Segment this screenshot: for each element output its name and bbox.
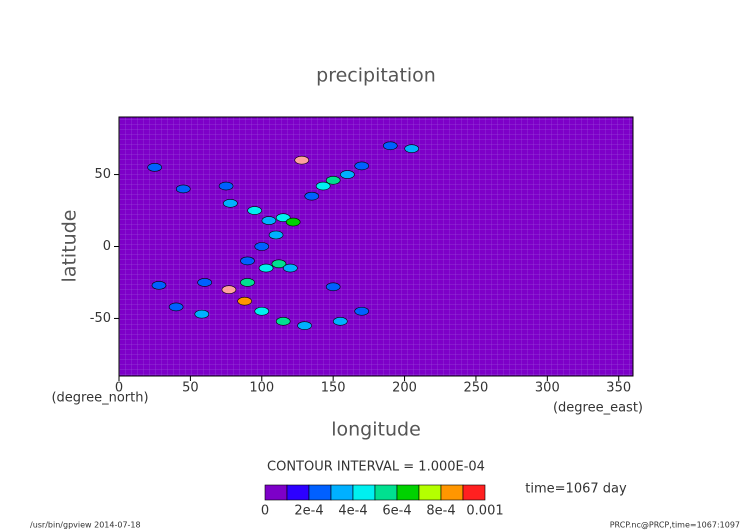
- contour-cell: [247, 206, 262, 215]
- x-tick-label: 50: [182, 381, 199, 396]
- contour-cell: [275, 213, 291, 223]
- y-tick-label: -50: [90, 311, 111, 326]
- contour-cell: [237, 296, 252, 306]
- x-tick-label: 250: [464, 381, 489, 396]
- y-axis-title: latitude: [59, 210, 81, 283]
- contour-cell: [283, 263, 298, 273]
- contour-cell: [271, 259, 287, 269]
- colorbar-box: [286, 484, 310, 501]
- contour-cell: [304, 191, 320, 201]
- contour-cell: [147, 163, 162, 172]
- x-tick-label: 0: [115, 381, 123, 396]
- contour-cell: [333, 317, 348, 326]
- colorbar-box: [374, 484, 398, 501]
- contour-cell: [151, 281, 167, 290]
- x-tick-label: 200: [392, 381, 417, 396]
- chart-title: precipitation: [316, 65, 436, 87]
- colorbar-box: [352, 484, 376, 501]
- colorbar-label: 0.001: [466, 504, 503, 519]
- contour-cell: [218, 181, 234, 191]
- contour-cell: [315, 181, 331, 191]
- contour-cell: [221, 285, 237, 294]
- colorbar-label: 0: [261, 504, 269, 519]
- contour-cell: [197, 278, 212, 287]
- contour-cell: [340, 170, 355, 179]
- x-tick-label: 350: [606, 381, 631, 396]
- contour-cell: [325, 176, 341, 185]
- y-tick-label: 50: [94, 167, 111, 182]
- colorbar-label: 4e-4: [338, 504, 367, 519]
- contour-cell: [223, 199, 238, 208]
- colorbar-box: [462, 484, 486, 501]
- colorbar-label: 6e-4: [382, 504, 411, 519]
- time-label: time=1067 day: [525, 482, 627, 497]
- colorbar-box: [440, 484, 464, 501]
- y-tick-label: 0: [103, 239, 111, 254]
- contour-cell: [325, 282, 341, 292]
- contour-cell: [382, 141, 398, 151]
- colorbar-box: [418, 484, 442, 501]
- contour-cell: [240, 278, 255, 287]
- x-tick-label: 100: [249, 381, 274, 396]
- colorbar-box: [308, 484, 332, 501]
- colorbar-label: 2e-4: [294, 504, 323, 519]
- contour-cell: [261, 216, 277, 225]
- colorbar-box: [330, 484, 354, 501]
- contour-cell: [354, 161, 370, 171]
- x-unit: (degree_east): [553, 401, 643, 416]
- contour-cell: [268, 230, 284, 240]
- x-tick-label: 150: [321, 381, 346, 396]
- contour-cell: [297, 321, 312, 330]
- contour-cell: [258, 263, 274, 273]
- x-axis-title: longitude: [331, 419, 421, 441]
- contour-cell: [240, 256, 255, 266]
- contour-cell: [254, 242, 270, 251]
- contour-cell: [175, 184, 191, 194]
- colorbar-label: 8e-4: [426, 504, 455, 519]
- contour-cell: [285, 217, 301, 227]
- y-unit: (degree_north): [51, 391, 148, 406]
- contour-interval: CONTOUR INTERVAL = 1.000E-04: [267, 460, 485, 475]
- contour-cell: [275, 317, 291, 326]
- colorbar-box: [396, 484, 420, 501]
- contour-cell: [404, 144, 419, 153]
- cell-grid: [119, 117, 633, 376]
- footer-left: /usr/bin/gpview 2014-07-18: [30, 521, 141, 530]
- x-tick-label: 300: [535, 381, 560, 396]
- contour-cell: [354, 306, 370, 316]
- footer-right: PRCP.nc@PRCP,time=1067:1097: [610, 521, 740, 530]
- colorbar-box: [264, 484, 288, 501]
- contour-cell: [194, 309, 210, 319]
- contour-cell: [254, 306, 270, 316]
- contour-cell: [294, 155, 310, 165]
- contour-cell: [168, 302, 184, 312]
